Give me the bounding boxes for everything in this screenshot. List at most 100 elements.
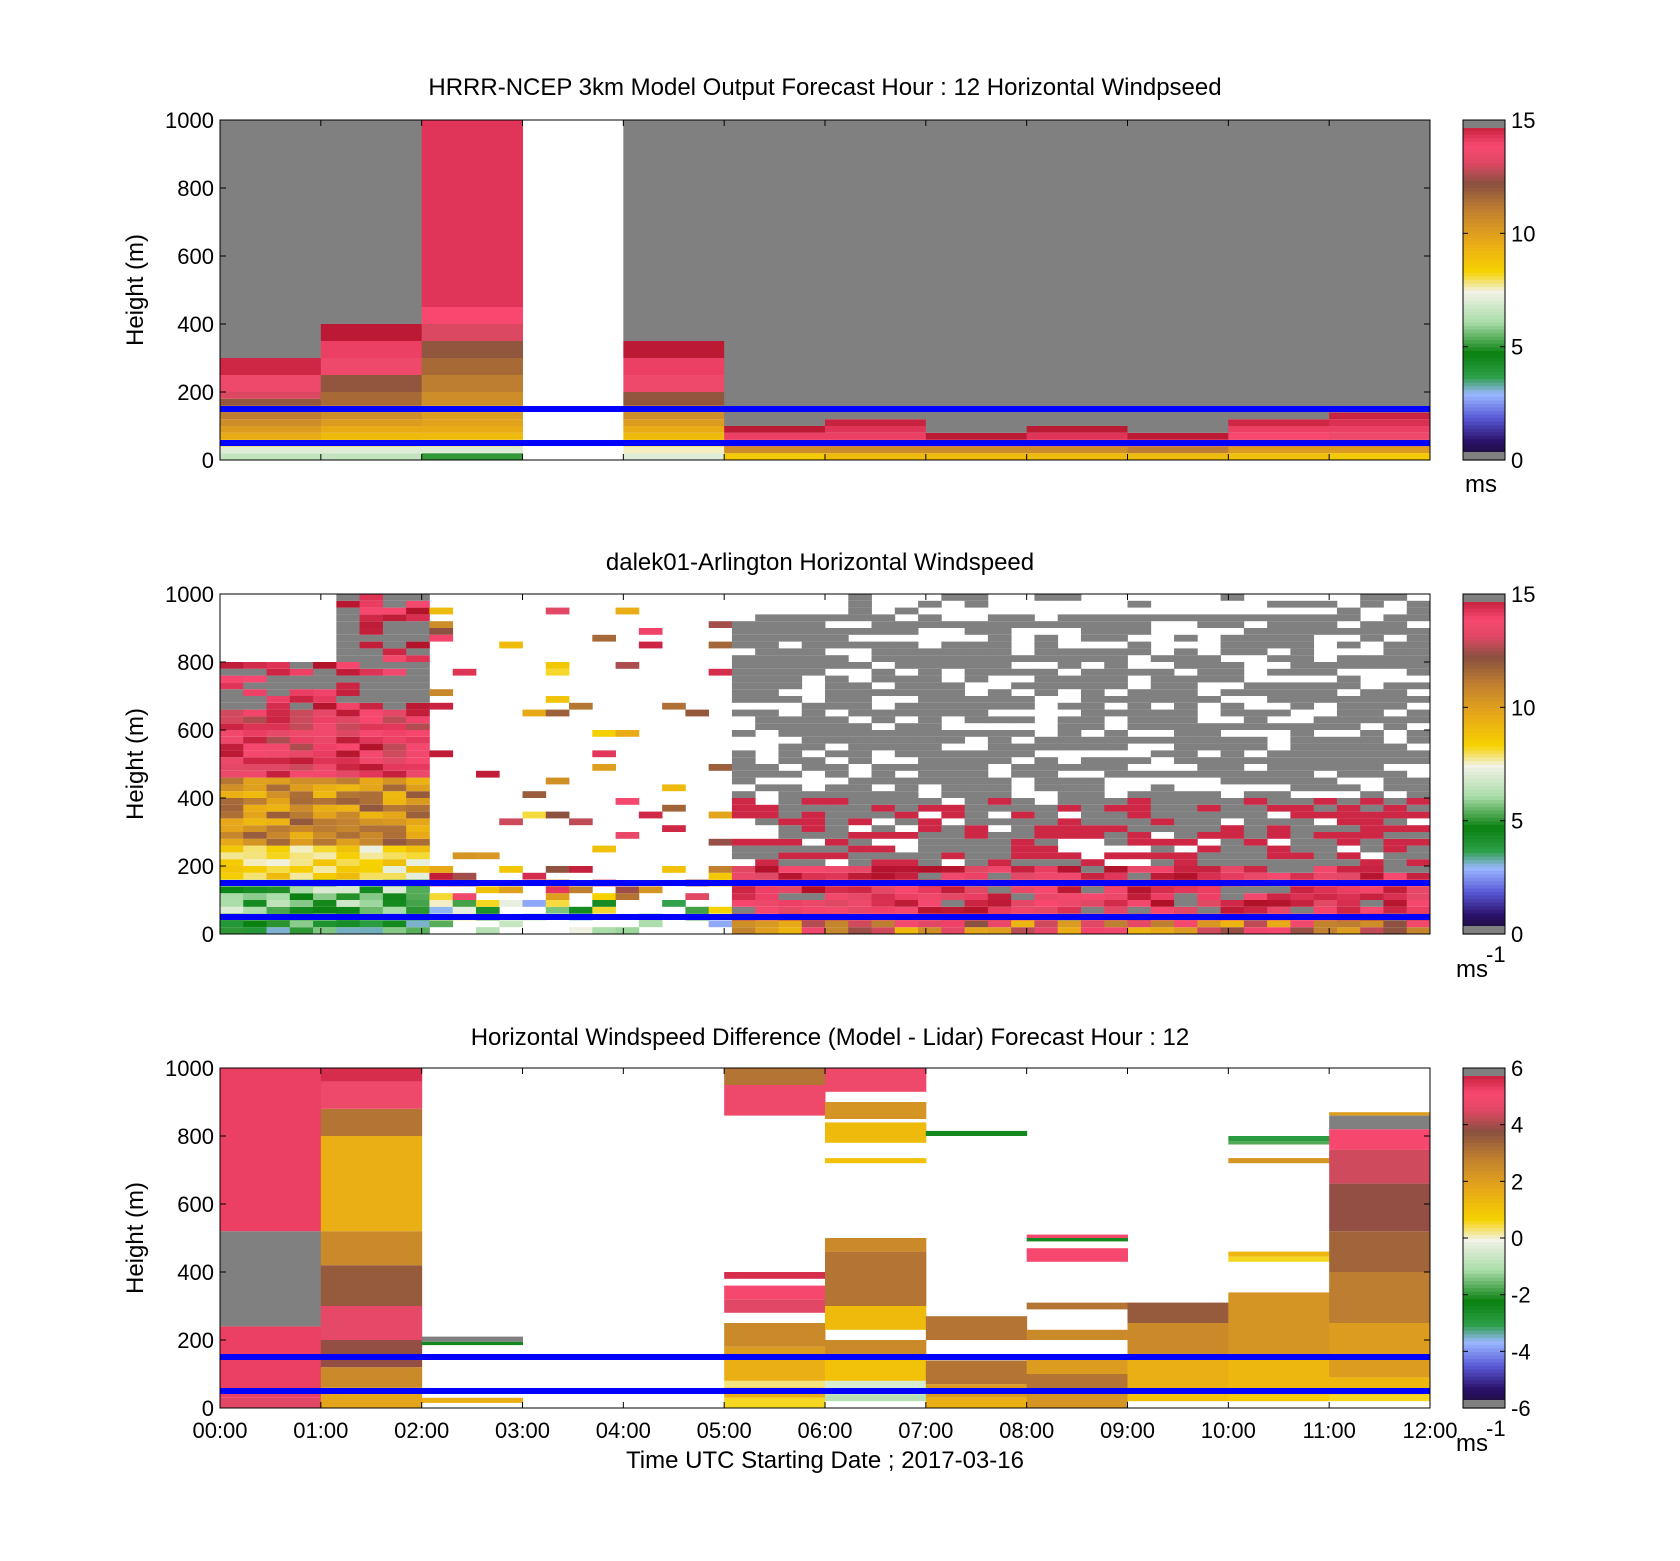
- heatmap-cell: [336, 709, 361, 717]
- heatmap-cell: [987, 689, 1012, 696]
- heatmap-cell: [382, 832, 407, 839]
- heatmap-cell: [1197, 893, 1221, 900]
- heatmap-cell: [1057, 784, 1082, 792]
- panel-model-ylabel: Height (m): [122, 234, 149, 346]
- heatmap-cell: [708, 641, 733, 649]
- heatmap-cell: [220, 927, 244, 934]
- heatmap-cell: [1267, 682, 1291, 690]
- heatmap-cell: [1150, 825, 1175, 832]
- heatmap-cell: [359, 784, 384, 792]
- heatmap-cell: [1406, 736, 1431, 744]
- heatmap-cell: [336, 900, 361, 907]
- heatmap-cell: [987, 736, 1012, 744]
- heatmap-cell: [499, 641, 523, 649]
- heatmap-cell: [1228, 1158, 1330, 1164]
- heatmap-cell: [1150, 893, 1175, 900]
- heatmap-cell: [243, 682, 267, 690]
- colorbar-swatch: [1463, 1294, 1505, 1299]
- heatmap-cell: [1174, 655, 1198, 662]
- heatmap-cell: [336, 634, 361, 642]
- heatmap-cell: [1150, 668, 1175, 676]
- heatmap-cell: [801, 716, 826, 724]
- heatmap-cell: [871, 872, 896, 880]
- heatmap-cell: [1313, 804, 1338, 812]
- heatmap-cell: [1104, 818, 1128, 826]
- heatmap-cell: [1174, 730, 1198, 737]
- heatmap-cell: [1080, 655, 1105, 662]
- colorbar-swatch: [1463, 1393, 1505, 1398]
- heatmap-cell: [1313, 859, 1338, 866]
- heatmap-cell: [871, 798, 896, 805]
- heatmap-cell: [662, 900, 686, 907]
- heatmap-cell: [1174, 743, 1198, 751]
- heatmap-cell: [964, 655, 989, 662]
- heatmap-cell: [708, 838, 733, 846]
- colorbar-swatch: [1463, 802, 1505, 808]
- heatmap-cell: [778, 730, 803, 737]
- heatmap-cell: [964, 668, 989, 676]
- heatmap-cell: [987, 859, 1012, 866]
- heatmap-cell: [289, 811, 314, 819]
- colorbar-swatch: [1463, 421, 1505, 426]
- heatmap-cell: [1220, 621, 1245, 628]
- heatmap-cell: [918, 723, 942, 730]
- heatmap-cell: [1360, 696, 1384, 703]
- colorbar-swatch: [1463, 905, 1505, 910]
- heatmap-cell: [894, 743, 919, 751]
- heatmap-cell: [320, 1306, 423, 1340]
- heatmap-cell: [623, 426, 725, 433]
- x-tick-label: 04:00: [596, 1418, 651, 1443]
- heatmap-cell: [1220, 825, 1245, 832]
- heatmap-cell: [359, 811, 384, 819]
- heatmap-cell: [662, 702, 686, 710]
- heatmap-cell: [1220, 770, 1245, 778]
- heatmap-cell: [623, 446, 725, 454]
- heatmap-cell: [1104, 621, 1128, 628]
- heatmap-cell: [1080, 777, 1105, 785]
- heatmap-cell: [778, 784, 803, 792]
- colorbar-swatch: [1463, 693, 1505, 698]
- heatmap-cell: [778, 614, 803, 622]
- heatmap-cell: [499, 900, 523, 907]
- heatmap-cell: [1329, 432, 1431, 440]
- colorbar-tick-label: 6: [1511, 1056, 1523, 1081]
- heatmap-cell: [1127, 920, 1152, 928]
- heatmap-cell: [848, 832, 872, 839]
- heatmap-cell: [1228, 1256, 1330, 1262]
- heatmap-cell: [1150, 614, 1175, 622]
- y-tick-label: 800: [177, 650, 214, 675]
- heatmap-cell: [1011, 682, 1035, 690]
- heatmap-cell: [1150, 723, 1175, 730]
- heatmap-cell: [429, 628, 454, 635]
- heatmap-cell: [1243, 906, 1268, 914]
- colorbar-swatch: [1463, 205, 1505, 210]
- heatmap-cell: [964, 845, 989, 853]
- heatmap-cell: [336, 723, 361, 730]
- colorbar-swatch: [1463, 275, 1505, 280]
- heatmap-cell: [289, 709, 314, 717]
- heatmap-cell: [421, 426, 523, 433]
- colorbar-swatch: [1463, 877, 1505, 882]
- heatmap-cell: [871, 675, 896, 683]
- heatmap-cell: [825, 1394, 927, 1402]
- colorbar-tick-label: -6: [1511, 1396, 1531, 1421]
- colorbar-frame: [1462, 593, 1506, 935]
- heatmap-cell: [1329, 1149, 1431, 1184]
- heatmap-cell: [429, 893, 454, 900]
- heatmap-cell: [289, 764, 314, 771]
- heatmap-cell: [964, 662, 989, 669]
- heatmap-cell: [406, 682, 430, 690]
- heatmap-cell: [406, 709, 430, 717]
- heatmap-cell: [1011, 825, 1035, 832]
- heatmap-cell: [1127, 723, 1152, 730]
- heatmap-cell: [1290, 804, 1315, 812]
- heatmap-cell: [1336, 675, 1361, 683]
- heatmap-cell: [289, 675, 314, 683]
- heatmap-cell: [1034, 872, 1059, 880]
- heatmap-cell: [1127, 432, 1229, 440]
- heatmap-cell: [1220, 736, 1245, 744]
- heatmap-cell: [1267, 777, 1291, 785]
- heatmap-cell: [421, 358, 523, 375]
- heatmap-cell: [336, 906, 361, 914]
